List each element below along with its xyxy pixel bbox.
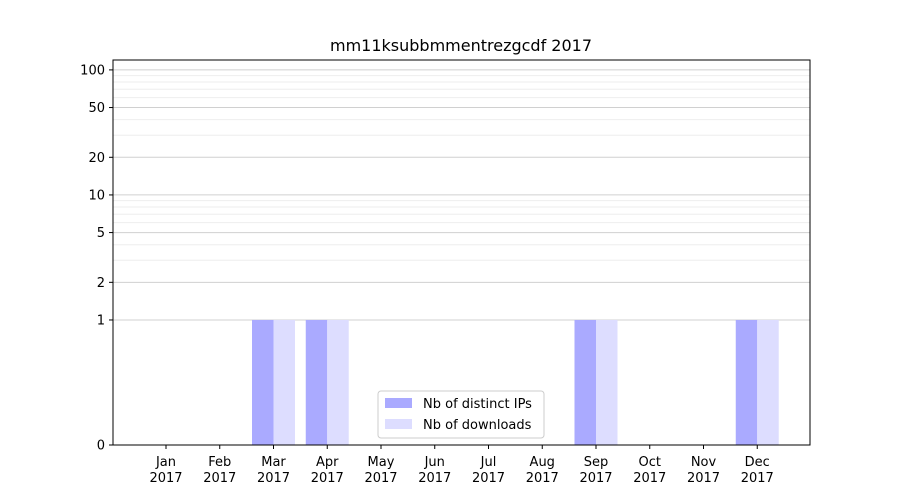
grid-lines: [113, 69, 810, 321]
y-tick-label: 5: [97, 226, 105, 241]
x-tick-label-month: Jul: [480, 455, 497, 470]
y-tick-label: 20: [88, 151, 105, 166]
y-tick-label: 2: [97, 276, 105, 291]
x-tick-label-month: Mar: [261, 455, 286, 470]
legend-swatch-downloads: [385, 419, 412, 429]
x-tick-label-month: Sep: [584, 455, 609, 470]
x-tick-label-year: 2017: [311, 471, 344, 486]
y-tick-label: 0: [97, 439, 105, 454]
x-tick-label-year: 2017: [364, 471, 397, 486]
bar-distinct-ips-sep: [574, 319, 596, 445]
bars: [252, 319, 779, 445]
x-tick-label-month: Jan: [155, 455, 176, 470]
x-tick-label-month: Apr: [316, 455, 339, 470]
x-tick-label-year: 2017: [257, 471, 290, 486]
chart-title: mm11ksubbmmentrezgcdf 2017: [330, 36, 592, 55]
x-tick-label-month: Dec: [745, 455, 770, 470]
bar-distinct-ips-dec: [735, 319, 758, 445]
bar-distinct-ips-mar: [252, 319, 274, 445]
x-axis: Jan2017Feb2017Mar2017Apr2017May2017Jun20…: [149, 445, 774, 486]
y-tick-label: 100: [80, 63, 105, 78]
x-tick-label-year: 2017: [149, 471, 182, 486]
bar-distinct-ips-apr: [305, 319, 328, 445]
legend-label-distinct-ips: Nb of distinct IPs: [423, 397, 532, 412]
plot-frame: [112, 59, 811, 446]
legend-swatch-distinct-ips: [385, 398, 412, 408]
x-tick-label-month: Oct: [639, 455, 661, 470]
x-tick-label-year: 2017: [472, 471, 505, 486]
x-tick-label-month: Feb: [208, 455, 231, 470]
y-tick-label: 10: [88, 188, 105, 203]
x-tick-label-month: Aug: [530, 455, 555, 470]
legend: Nb of distinct IPs Nb of downloads: [377, 390, 545, 439]
y-axis: 0 1 2 5 10 20 50 100: [80, 63, 113, 454]
x-tick-label-month: Nov: [691, 455, 717, 470]
x-tick-label-year: 2017: [526, 471, 559, 486]
legend-label-downloads: Nb of downloads: [423, 418, 532, 433]
bar-downloads-dec: [757, 319, 779, 445]
legend-box: [377, 390, 545, 439]
bar-downloads-mar: [273, 319, 295, 445]
y-tick-label: 1: [97, 313, 105, 328]
x-tick-label-year: 2017: [687, 471, 720, 486]
x-tick-label-month: May: [368, 455, 395, 470]
x-tick-label-year: 2017: [741, 471, 774, 486]
bar-downloads-sep: [596, 319, 618, 445]
x-tick-label-year: 2017: [418, 471, 451, 486]
x-tick-label-year: 2017: [203, 471, 236, 486]
x-tick-label-year: 2017: [579, 471, 612, 486]
bar-downloads-apr: [327, 319, 349, 445]
y-tick-label: 50: [88, 101, 105, 116]
x-tick-label-year: 2017: [633, 471, 666, 486]
x-tick-label-month: Jun: [424, 455, 445, 470]
